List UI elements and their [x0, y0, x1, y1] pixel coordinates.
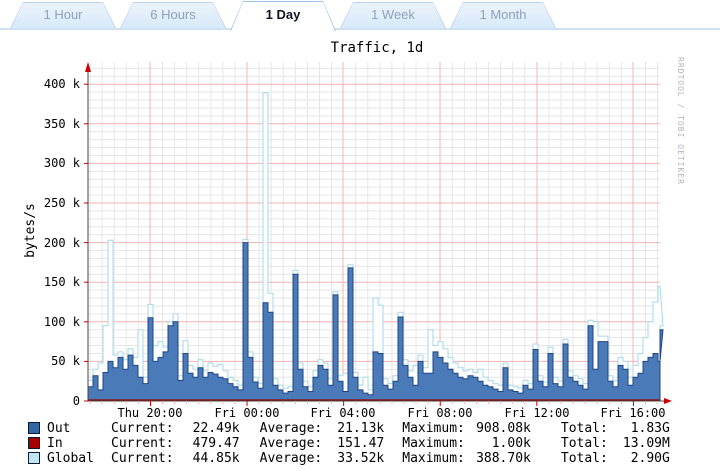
x-tick-label: Fri 16:00	[600, 406, 666, 420]
stat-value: 1.00k	[491, 435, 531, 451]
legend: Out Current: 22.49k Average: 21.13k Maxi…	[28, 421, 670, 466]
rrdtool-watermark: RRDTOOL / TOBI OETIKER	[676, 57, 685, 185]
tab-label: 1 Hour	[43, 7, 83, 22]
stat-label: Current:	[111, 435, 174, 451]
stat-label: Average:	[259, 435, 323, 451]
tab-6-hours[interactable]: 6 Hours	[120, 2, 226, 28]
legend-row-global: Global Current: 44.85k Average: 33.52k M…	[28, 450, 670, 466]
y-tick-label: 0	[72, 394, 80, 408]
stat-value: 21.13k	[337, 420, 385, 436]
stat-value: 151.47	[337, 435, 385, 451]
tab-1-hour[interactable]: 1 Hour	[10, 2, 116, 28]
stat-value: 1.83G	[630, 420, 670, 436]
series-name: In	[47, 435, 63, 451]
stat-label: Total:	[560, 450, 608, 466]
time-range-tabbar: 1 Hour 6 Hours 1 Day 1 Week 1 Month	[0, 0, 720, 30]
stat-label: Total:	[560, 435, 608, 451]
tab-fill	[451, 3, 555, 28]
tab-fill	[231, 2, 335, 31]
tab-label: 6 Hours	[150, 7, 196, 22]
tab-1-week[interactable]: 1 Week	[340, 2, 446, 28]
tab-label: 1 Day	[265, 7, 301, 22]
y-tick-label: 150 k	[43, 275, 80, 290]
stat-value: 479.47	[192, 435, 240, 451]
in-swatch	[28, 437, 40, 449]
y-tick-label: 200 k	[43, 235, 80, 250]
stat-label: Average:	[259, 450, 323, 466]
series-name: Global	[47, 450, 94, 466]
stat-value: 908.08k	[476, 420, 531, 436]
stat-label: Maximum:	[402, 435, 465, 451]
y-axis-label: bytes/s	[22, 203, 38, 258]
series-name: Out	[47, 420, 71, 436]
out-swatch	[28, 422, 40, 434]
y-tick-label: 400 k	[43, 77, 80, 92]
y-tick-label: 50 k	[51, 354, 80, 369]
tab-fill	[341, 3, 445, 28]
stat-value: 388.70k	[476, 450, 531, 466]
stat-label: Maximum:	[402, 450, 465, 466]
stat-value: 2.90G	[630, 450, 670, 466]
stat-value: 44.85k	[192, 450, 240, 466]
y-tick-label: 300 k	[43, 156, 80, 171]
stat-label: Total:	[560, 420, 608, 436]
graph-title: Traffic, 1d	[330, 40, 424, 56]
y-tick-label: 350 k	[43, 116, 80, 131]
traffic-plot	[84, 62, 672, 406]
stat-label: Maximum:	[402, 420, 465, 436]
stat-value: 33.52k	[337, 450, 385, 466]
x-tick-label: Thu 20:00	[117, 406, 183, 420]
stat-label: Current:	[111, 420, 174, 436]
global-swatch	[28, 452, 40, 464]
legend-row-out: Out Current: 22.49k Average: 21.13k Maxi…	[28, 420, 670, 436]
stat-value: 13.09M	[622, 435, 670, 451]
tabbar-underline	[0, 28, 720, 30]
tab-label: 1 Week	[371, 7, 415, 22]
x-tick-label: Fri 04:00	[310, 406, 376, 420]
x-tick-label: Fri 12:00	[504, 406, 570, 420]
x-tick-label: Fri 08:00	[407, 406, 473, 420]
stat-label: Average:	[259, 420, 323, 436]
y-tick-label: 250 k	[43, 196, 80, 210]
tab-fill	[11, 3, 115, 28]
y-tick-label: 100 k	[43, 314, 80, 329]
x-tick-label: Fri 00:00	[214, 406, 280, 420]
tab-1-month[interactable]: 1 Month	[450, 2, 556, 28]
legend-row-in: In Current: 479.47 Average: 151.47 Maxim…	[28, 435, 670, 451]
tab-label: 1 Month	[479, 7, 527, 22]
tab-1-day[interactable]: 1 Day	[230, 1, 336, 31]
tab-fill	[121, 3, 225, 28]
stat-value: 22.49k	[192, 420, 240, 436]
stat-label: Current:	[111, 450, 174, 466]
